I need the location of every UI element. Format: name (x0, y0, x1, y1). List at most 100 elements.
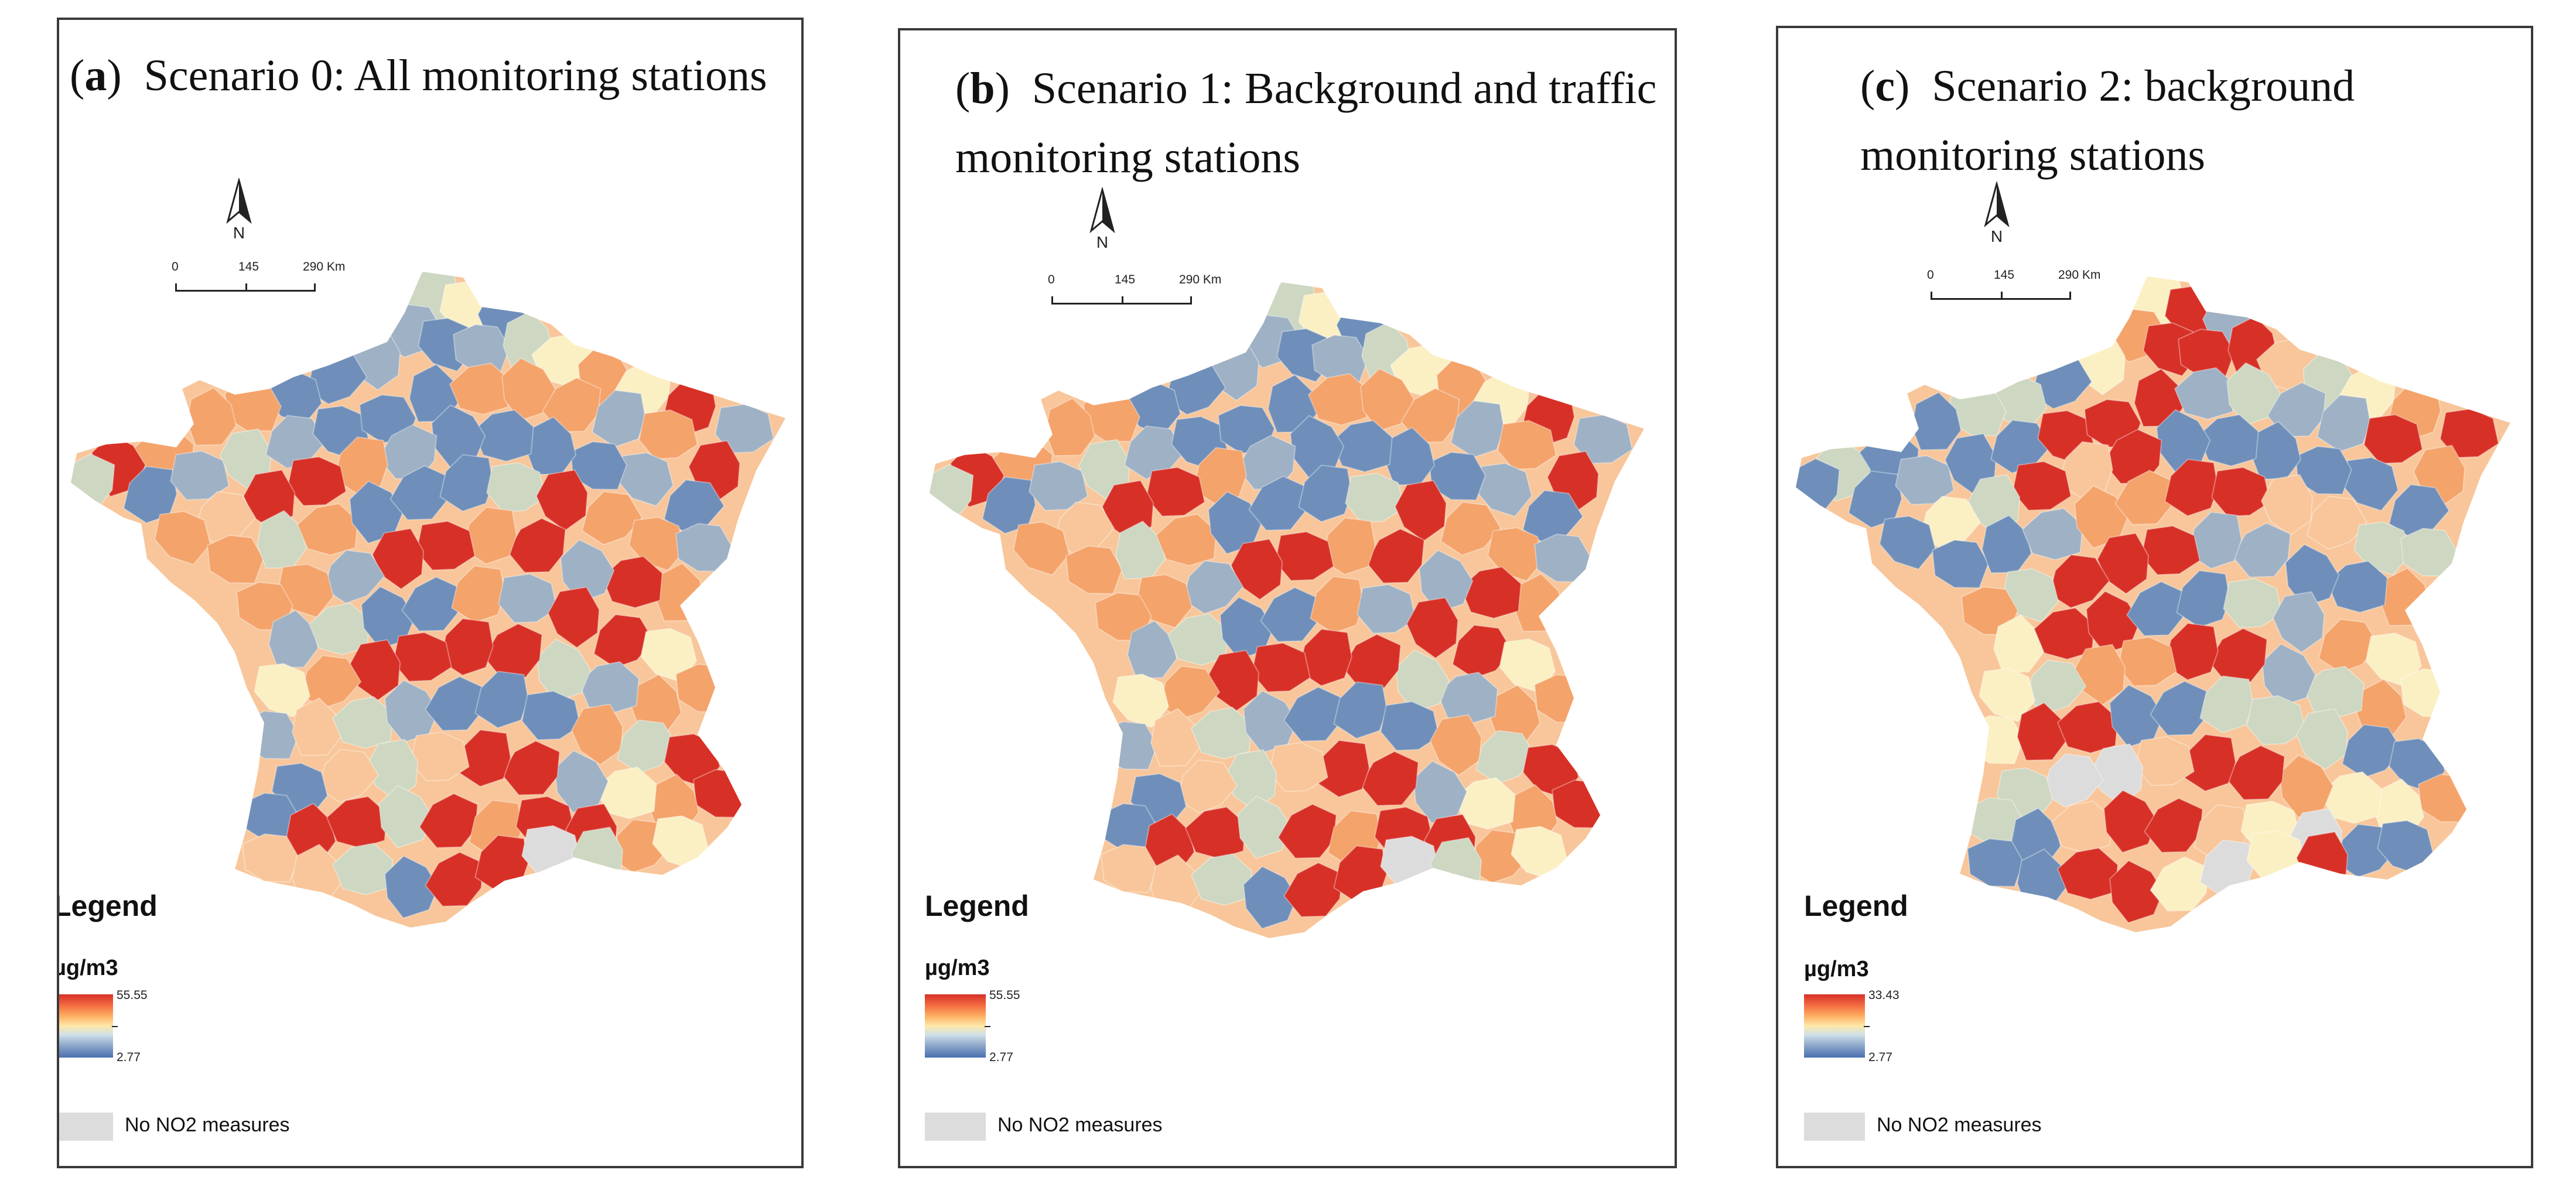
department-region (2279, 754, 2334, 818)
north-arrow: N (1970, 180, 2023, 252)
department-region (581, 491, 643, 546)
scale-bar-mid (1122, 296, 1123, 305)
map-panel-a: (a) Scenario 0: All monitoring stations … (57, 18, 804, 1168)
department-region (1380, 701, 1440, 751)
department-region (2317, 394, 2371, 453)
choropleth-map (930, 282, 1644, 938)
department-region (2295, 446, 2352, 495)
department-region (1146, 467, 1205, 517)
department-region (2156, 409, 2211, 473)
department-region (507, 518, 566, 573)
department-region (2135, 736, 2195, 786)
department-region (323, 549, 385, 604)
department-region (1236, 435, 1296, 490)
department-region (242, 833, 299, 882)
department-region (2117, 637, 2177, 687)
department-region (2096, 532, 2150, 595)
department-region (1112, 673, 1170, 728)
department-region (1406, 597, 1459, 659)
department-region (1967, 838, 2024, 887)
department-region (1511, 826, 1568, 881)
department-region (1269, 742, 1328, 792)
legend-mid-tick (1864, 1026, 1870, 1027)
choropleth-map (71, 272, 785, 928)
legend-mid-tick (112, 1026, 118, 1027)
department-region (652, 815, 709, 870)
department-region (1499, 638, 1556, 693)
map-regions (930, 282, 1644, 938)
legend-min-value: 2.77 (1868, 1051, 1892, 1064)
department-region (1365, 528, 1425, 584)
department-region (1251, 642, 1311, 693)
scale-bar: 0 145 290 Km (172, 260, 347, 307)
scale-bar: 0 145 290 Km (1048, 273, 1224, 320)
department-region (1283, 862, 1343, 918)
department-region (521, 690, 581, 741)
north-arrow-icon (1984, 180, 2010, 228)
department-region (1101, 844, 1158, 893)
department-region (1359, 751, 1419, 806)
department-region (1979, 668, 2036, 723)
legend-max-value: 55.55 (117, 988, 148, 1002)
department-region (498, 573, 558, 624)
department-region (474, 671, 529, 729)
legend-color-ramp (59, 994, 113, 1058)
legend-unit: µg/m3 (57, 956, 118, 980)
map-panel-b: (b) Scenario 1: Background and traffic m… (898, 28, 1677, 1168)
panel-title-text: Scenario 2: background monitoring statio… (1860, 61, 2355, 180)
department-region (1333, 681, 1388, 740)
legend-unit: µg/m3 (1804, 957, 1869, 981)
department-region (715, 403, 774, 454)
department-region (2056, 847, 2119, 900)
legend-min-value: 2.77 (117, 1051, 141, 1064)
department-region (425, 851, 484, 907)
department-region (1310, 576, 1364, 634)
department-region (2103, 429, 2162, 484)
department-region (2440, 408, 2499, 459)
department-region (1450, 400, 1505, 459)
department-region (416, 521, 476, 571)
north-arrow-icon (1089, 186, 1115, 234)
department-region (2388, 484, 2450, 539)
department-region (2272, 591, 2325, 654)
department-region (439, 454, 494, 512)
map-panel-c: (c) Scenario 2: background monitoring st… (1776, 26, 2533, 1168)
department-region (1497, 420, 1557, 470)
department-region (663, 479, 725, 534)
scale-label-0: 0 (1927, 268, 1934, 282)
department-region (2377, 820, 2434, 875)
north-arrow-icon (226, 177, 252, 224)
department-region (1413, 760, 1468, 824)
no-data-swatch (1804, 1113, 1865, 1141)
department-region (2342, 457, 2399, 512)
scale-label-290: 290 Km (2058, 268, 2101, 282)
department-region (1522, 490, 1584, 545)
department-region (317, 748, 380, 803)
department-region (2042, 753, 2104, 808)
department-region (1298, 464, 1352, 523)
legend-mid-tick (985, 1026, 990, 1027)
department-region (1029, 461, 1088, 511)
scale-label-0: 0 (172, 260, 179, 273)
department-region (2365, 632, 2423, 687)
department-region (451, 565, 505, 624)
department-region (1176, 759, 1238, 814)
department-region (410, 731, 470, 782)
department-region (332, 843, 394, 895)
department-region (1150, 707, 1201, 767)
north-label: N (1990, 227, 2003, 245)
department-region (431, 404, 486, 468)
department-region (392, 632, 452, 682)
no-data-label: No NO2 measures (1877, 1114, 2042, 1136)
scale-label-0: 0 (1048, 273, 1055, 286)
north-label: N (1096, 233, 1109, 251)
department-region (1065, 545, 1123, 594)
department-region (617, 452, 674, 507)
panel-title-text: Scenario 0: All monitoring stations (144, 51, 767, 100)
department-region (2150, 856, 2209, 912)
no-data-label: No NO2 measures (125, 1114, 290, 1136)
department-region (2306, 495, 2368, 550)
scale-label-145: 145 (1115, 273, 1136, 286)
scale-label-145: 145 (238, 260, 259, 273)
department-region (2199, 675, 2254, 734)
